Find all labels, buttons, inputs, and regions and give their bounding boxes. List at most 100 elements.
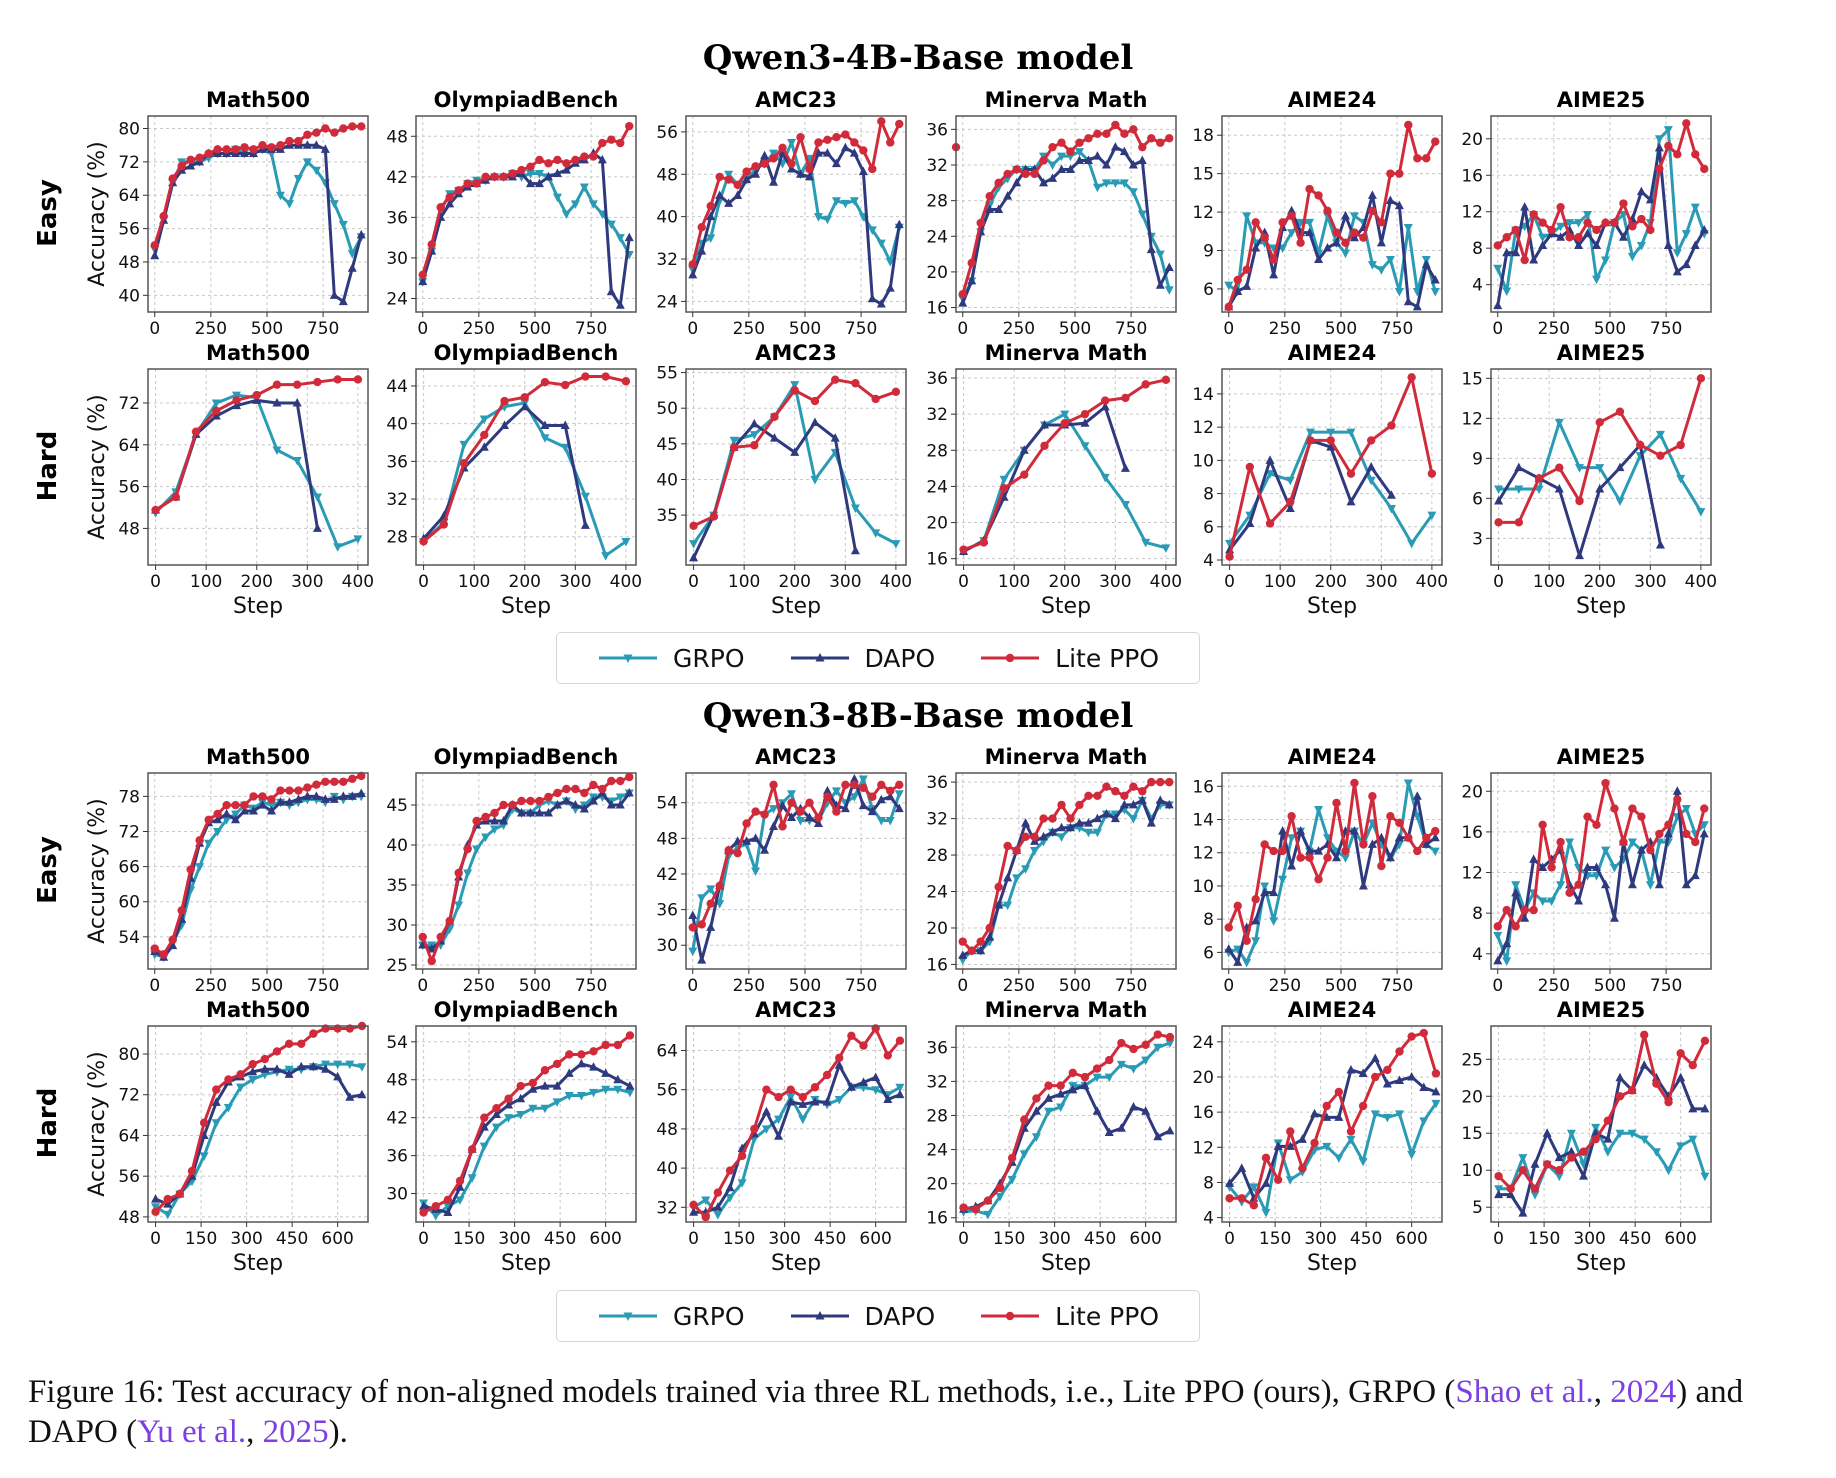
grpo-point	[151, 1203, 161, 1212]
lite-ppo-point	[1676, 1049, 1685, 1058]
dapo-point	[1615, 462, 1625, 472]
y-axis-label: Accuracy (%)	[85, 141, 110, 287]
lite-ppo-point	[1129, 782, 1138, 791]
lite-ppo-point	[213, 809, 222, 819]
grpo-point	[213, 828, 223, 837]
subplot-svg: 0 100 200 300 400 4 6 8 10 12 14 AIME24 Step	[1192, 341, 1448, 619]
grpo-point	[849, 793, 859, 802]
x-tick-label: 400	[880, 572, 912, 592]
grpo-point	[1092, 183, 1102, 193]
lite-ppo-point	[1555, 1166, 1564, 1175]
lite-ppo-point	[418, 270, 427, 280]
dapo-point	[1583, 862, 1593, 871]
dapo-point	[232, 400, 242, 410]
grpo-point	[1556, 881, 1566, 890]
dapo-point	[790, 447, 800, 456]
row-label-easy: Easy	[33, 836, 63, 904]
grpo-point	[1128, 815, 1138, 824]
dapo-point	[564, 1068, 574, 1077]
series-line-dapo	[1496, 789, 1706, 962]
y-tick-label: 32	[386, 490, 408, 510]
series-line-lite-ppo	[692, 1026, 902, 1219]
y-tick-label: 24	[656, 292, 678, 312]
x-tick-label: 250	[1003, 976, 1035, 996]
citation-yu-authors[interactable]: Yu et al.	[137, 1414, 247, 1450]
dapo-point	[1287, 861, 1297, 870]
subplot-svg: 0 250 500 750 4 8 12 16 20 AIME25	[1461, 745, 1712, 996]
dapo-point	[1518, 1208, 1528, 1217]
grpo-point	[1322, 1142, 1332, 1152]
citation-yu-year[interactable]: 2025	[262, 1414, 329, 1450]
lite-ppo-point	[418, 932, 427, 942]
grpo-point	[472, 845, 482, 854]
lite-ppo-point	[339, 124, 348, 133]
dapo-point	[1431, 1086, 1441, 1096]
lite-ppo-point	[850, 138, 859, 147]
grpo-point	[615, 234, 625, 243]
lite-ppo-point	[1574, 880, 1583, 889]
series-line-lite-ppo	[1229, 1031, 1438, 1207]
x-tick-label: 0	[688, 572, 699, 592]
dapo-point	[810, 417, 820, 426]
legend-label: DAPO	[864, 643, 936, 673]
legend: GRPO DAPO Lite PPO	[556, 632, 1201, 684]
y-tick-label: 12	[1192, 418, 1214, 438]
grpo-point	[1242, 212, 1252, 221]
dapo-point	[1287, 205, 1297, 215]
subplot-minerva-math: 0 250 500 750 16 20 24 28 32 36 Minerva Math	[886, 739, 1196, 1040]
x-tick-label: 150	[1528, 1229, 1560, 1249]
grpo-point	[795, 817, 805, 826]
dapo-point	[561, 165, 571, 174]
lite-ppo-point	[1269, 255, 1278, 264]
y-tick-label: 48	[656, 1120, 678, 1140]
x-tick-label: 0	[958, 1229, 969, 1249]
dapo-point	[1065, 822, 1075, 832]
citation-shao-year[interactable]: 2024	[1610, 1374, 1677, 1410]
y-tick-label: 14	[1192, 385, 1214, 405]
series-line-lite-ppo	[1497, 1033, 1707, 1191]
grpo-point	[1306, 428, 1316, 438]
y-tick-label: 8	[1203, 485, 1214, 505]
plot-frame	[1490, 772, 1712, 970]
lite-ppo-point	[976, 937, 985, 946]
dapo-point	[1681, 259, 1691, 269]
lite-ppo-point	[1368, 792, 1377, 801]
citation-shao-authors[interactable]: Shao et al.	[1455, 1374, 1594, 1410]
lite-ppo-point	[1156, 138, 1165, 147]
dapo-point	[1627, 879, 1637, 889]
subplot-title: OlympiadBench	[434, 341, 619, 365]
series-line-dapo	[154, 398, 319, 529]
x-tick-label: 200	[779, 572, 811, 592]
dapo-point	[292, 397, 302, 407]
grpo-point	[1366, 476, 1376, 486]
grpo-point	[1615, 1129, 1625, 1139]
lite-ppo-point	[1700, 1036, 1710, 1045]
grpo-point	[1654, 135, 1664, 144]
grpo-point	[1427, 511, 1437, 521]
lite-ppo-point	[1646, 845, 1655, 855]
y-tick-label: 16	[1192, 777, 1214, 797]
lite-ppo-point	[1334, 1087, 1344, 1097]
dapo-point	[1395, 1075, 1405, 1084]
x-tick-label: 450	[1350, 1229, 1382, 1249]
dapo-point	[1119, 799, 1129, 809]
lite-ppo-point	[697, 920, 706, 929]
lite-ppo-point	[285, 786, 294, 795]
lite-ppo-point	[204, 149, 213, 158]
grpo-point	[1287, 229, 1297, 238]
dapo-point	[867, 806, 877, 816]
dapo-point	[311, 140, 321, 149]
grpo-point	[333, 1060, 343, 1070]
dapo-point	[1155, 280, 1165, 289]
lite-ppo-point	[1350, 778, 1359, 788]
lite-ppo-point	[321, 124, 330, 133]
dapo-point	[1269, 269, 1279, 279]
grpo-point	[867, 226, 877, 235]
dapo-point	[240, 148, 250, 158]
grpo-point	[1494, 1185, 1504, 1194]
dapo-point	[504, 1100, 514, 1109]
lite-ppo-point	[589, 780, 598, 790]
lite-ppo-point	[1377, 861, 1386, 871]
lite-ppo-point	[1129, 125, 1138, 134]
lite-ppo-point	[1619, 837, 1628, 847]
